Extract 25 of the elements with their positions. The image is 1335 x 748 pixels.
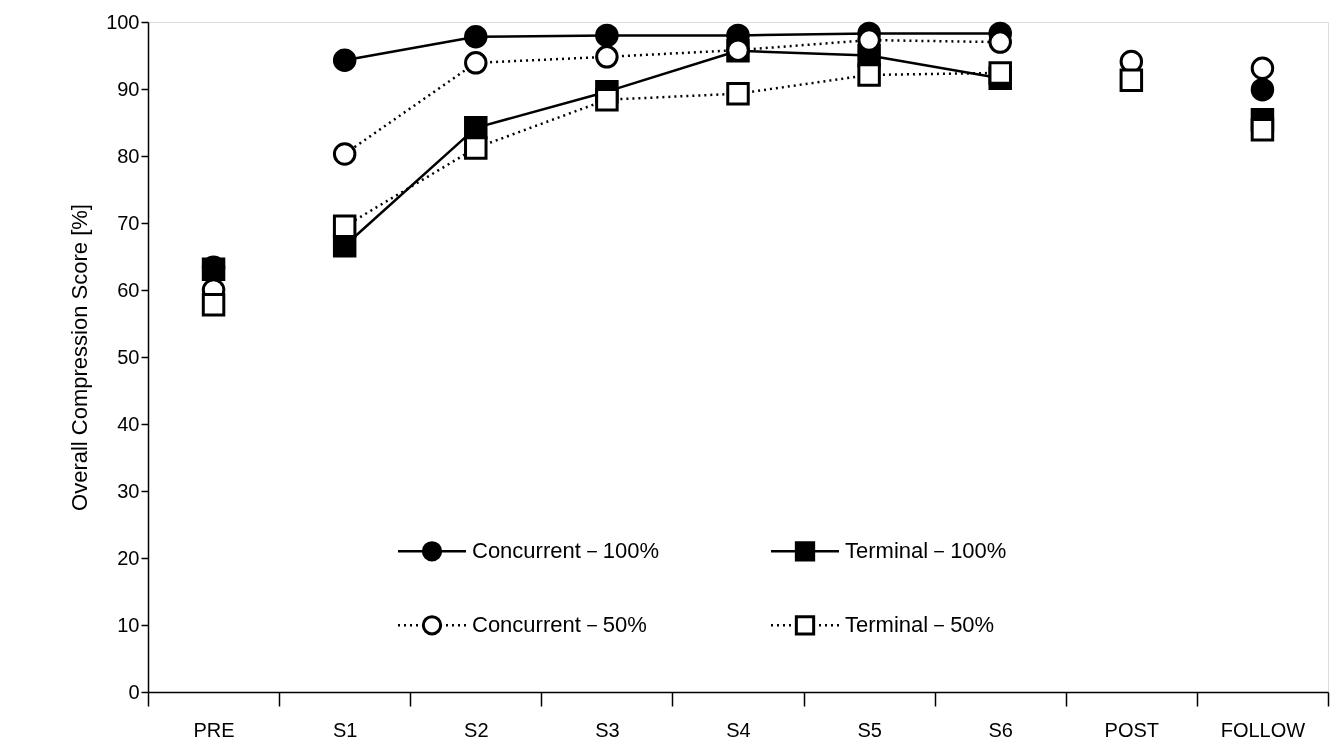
y-tick-label: 50 bbox=[117, 345, 140, 368]
x-tick-label: FOLLOW bbox=[1220, 718, 1306, 741]
y-tick-label: 100 bbox=[106, 10, 140, 33]
y-tick-label: 0 bbox=[128, 680, 140, 703]
y-tick-label: 10 bbox=[117, 613, 140, 636]
x-tick-label: PRE bbox=[193, 718, 235, 741]
legend-label: Terminal－50% bbox=[845, 612, 995, 638]
x-tick-label: POST bbox=[1104, 718, 1160, 741]
y-tick-label: 40 bbox=[117, 412, 140, 435]
y-tick-label: 20 bbox=[117, 546, 140, 569]
x-tick-label: S5 bbox=[857, 718, 882, 741]
legend-label: Concurrent－100% bbox=[472, 538, 660, 564]
x-tick-label: S6 bbox=[988, 718, 1013, 741]
x-tick-label: S4 bbox=[726, 718, 751, 741]
legend-label: Terminal－100% bbox=[845, 538, 1007, 564]
y-axis-title: Overall Compression Score [%] bbox=[67, 204, 93, 511]
y-tick-label: 60 bbox=[117, 278, 140, 301]
x-tick-label: S2 bbox=[464, 718, 489, 741]
x-tick-label: S3 bbox=[595, 718, 620, 741]
y-tick-label: 90 bbox=[117, 77, 140, 100]
x-tick-label: S1 bbox=[332, 718, 358, 741]
y-tick-label: 70 bbox=[117, 211, 140, 234]
y-tick-label: 30 bbox=[117, 479, 140, 502]
legend-label: Concurrent－50% bbox=[472, 612, 647, 638]
y-tick-label: 80 bbox=[117, 144, 140, 167]
